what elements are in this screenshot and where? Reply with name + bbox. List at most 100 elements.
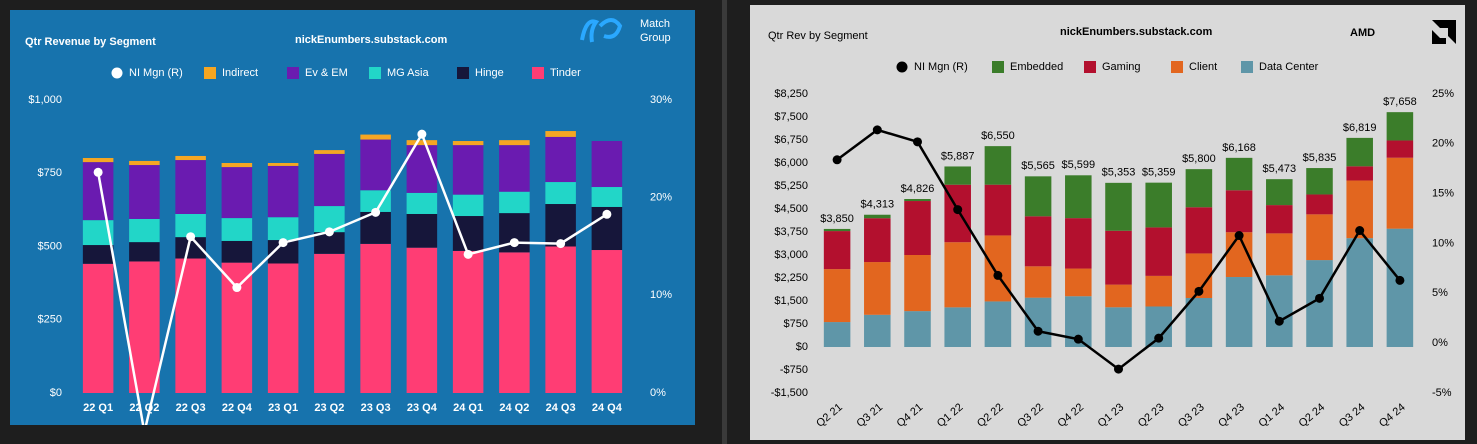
bar-segment	[360, 243, 391, 393]
bar-segment	[1306, 214, 1333, 261]
bar-segment	[984, 146, 1012, 185]
y-tick-label: $750	[38, 167, 62, 179]
x-tick-label: 24 Q1	[453, 402, 483, 414]
line-point	[1234, 231, 1244, 241]
chart: Qtr Revenue by Segment nickEnumbers.subst…	[25, 18, 672, 425]
y2-tick-label: 0%	[1432, 337, 1448, 349]
line-point	[913, 137, 922, 147]
line	[96, 131, 608, 425]
legend-label: Data Center	[1259, 61, 1319, 73]
bar-segment	[984, 184, 1012, 236]
x-tick-label: 22 Q1	[83, 402, 113, 414]
chart-title: Qtr Rev by Segment	[768, 30, 868, 42]
bar-segment	[864, 314, 891, 347]
x-tick-label: 24 Q4	[592, 402, 623, 414]
bar-segment	[267, 165, 299, 218]
y2-tick-label: 15%	[1432, 188, 1454, 200]
bar-segment	[545, 136, 576, 183]
y2-tick-label: 0%	[650, 387, 666, 399]
line-point	[1073, 334, 1083, 344]
bar-segment	[1306, 194, 1333, 215]
bar-segment	[823, 269, 851, 323]
line-point	[602, 209, 612, 219]
total-label: $5,353	[1102, 167, 1136, 179]
line-point	[509, 238, 519, 248]
line-point	[186, 232, 196, 242]
total-label: $5,599	[1061, 159, 1095, 171]
line-point	[1154, 333, 1164, 343]
bar-segment	[823, 231, 851, 270]
bar-segment	[1065, 175, 1092, 219]
legend-marker	[1084, 61, 1096, 73]
legend-label: Client	[1189, 61, 1217, 73]
y2-tick-label: 5%	[1432, 287, 1448, 299]
total-label: $5,473	[1262, 163, 1296, 175]
y2-tick-label: 10%	[1432, 237, 1454, 249]
line-point	[371, 207, 381, 217]
y2-tick-label: 10%	[650, 289, 672, 301]
bar-segment	[1266, 205, 1293, 234]
bar-segment	[823, 322, 851, 347]
bar-segment	[129, 218, 160, 243]
total-label: $5,835	[1303, 152, 1337, 164]
line-point	[872, 125, 882, 135]
legend-marker	[992, 61, 1004, 73]
bar-segment	[1346, 166, 1373, 181]
panel-left	[10, 10, 695, 425]
legend-marker	[532, 67, 544, 79]
line-point	[1033, 326, 1043, 336]
bar-segment	[1185, 297, 1213, 347]
bar-segment	[129, 165, 160, 219]
bar-segment	[1105, 284, 1132, 308]
y-tick-label: $5,250	[774, 180, 808, 192]
bar-segment	[1105, 307, 1132, 347]
bar-segment	[267, 263, 299, 393]
bar-segment	[1386, 140, 1414, 158]
bar-segment	[175, 213, 206, 238]
y-tick-label: $6,750	[774, 134, 808, 146]
y-tick-label: $7,500	[774, 111, 808, 123]
bar-segment	[406, 213, 438, 248]
x-tick-label: 22 Q2	[129, 402, 159, 414]
y-tick-label: -$750	[780, 364, 808, 376]
bar-segment	[221, 167, 253, 219]
bar-segment	[904, 199, 931, 202]
bar-segment	[1185, 169, 1213, 208]
bar-segment	[1386, 112, 1414, 141]
bar-segment	[1266, 233, 1293, 276]
bar-segment	[406, 247, 438, 393]
logo-text: Match	[640, 18, 670, 30]
legend-marker	[896, 61, 908, 73]
y-tick-label: $2,250	[774, 272, 808, 284]
bar-segment	[904, 255, 931, 312]
bar-segment	[944, 307, 971, 347]
line-point	[1194, 286, 1204, 296]
y2-tick-label: 30%	[650, 94, 672, 106]
line-point	[1315, 293, 1324, 303]
y-tick-label: $1,500	[774, 295, 808, 307]
legend-marker	[369, 67, 381, 79]
legend-label: Indirect	[222, 67, 258, 79]
bar-segment	[1386, 157, 1414, 229]
y-tick-label: $1,000	[28, 94, 62, 106]
bar-segment	[864, 214, 891, 219]
bar-segment	[452, 250, 484, 393]
bar-segment	[545, 182, 576, 205]
y2-tick-label: 20%	[1432, 138, 1454, 150]
y-tick-label: $250	[38, 314, 62, 326]
total-label: $4,313	[860, 199, 894, 211]
x-tick-label: 24 Q2	[499, 402, 529, 414]
bar-segment	[452, 141, 484, 146]
bar-segment	[1024, 176, 1052, 217]
bar-segment	[904, 311, 931, 347]
x-tick-label: 23 Q3	[361, 402, 391, 414]
bar-segment	[864, 262, 891, 315]
line-point	[324, 227, 334, 237]
line-point	[832, 155, 842, 165]
chart-subtitle: nickEnumbers.substack.com	[1060, 26, 1212, 38]
legend-label: Embedded	[1010, 61, 1063, 73]
bar-segment	[314, 153, 345, 207]
bar-segment	[82, 263, 114, 393]
chart-subtitle: nickEnumbers.substack.com	[295, 34, 447, 46]
legend-marker	[1241, 61, 1253, 73]
